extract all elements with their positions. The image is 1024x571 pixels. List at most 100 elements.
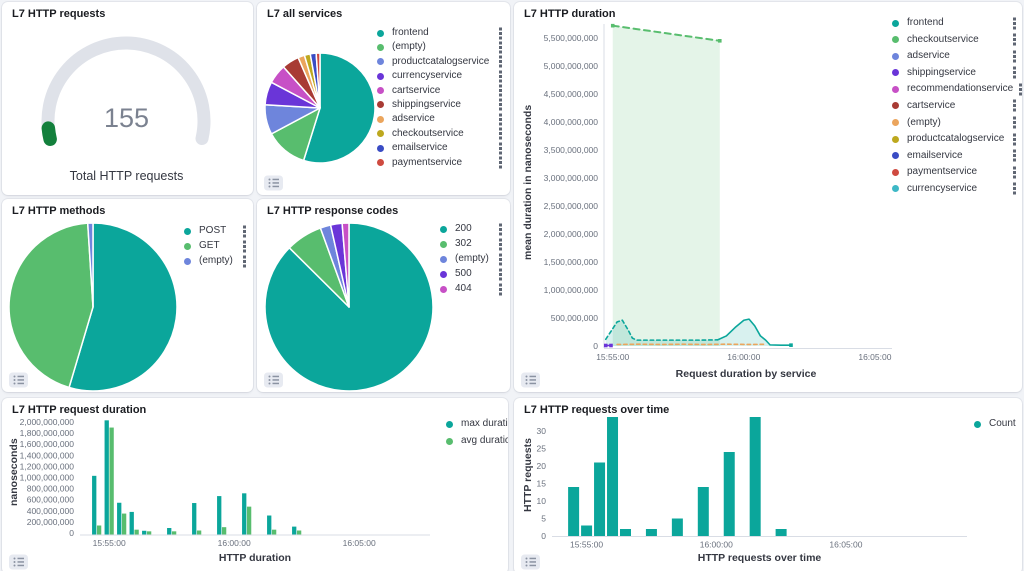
legend-label[interactable]: max duration — [461, 418, 508, 429]
legend-more-button[interactable] — [1007, 33, 1018, 46]
legend-label[interactable]: adservice — [392, 113, 435, 125]
legend-label[interactable]: currencyservice — [392, 70, 463, 82]
legend-more-button[interactable] — [1007, 182, 1018, 195]
response-codes-pie-chart[interactable] — [257, 199, 510, 392]
bar-avg duration[interactable] — [171, 531, 177, 535]
legend-label[interactable]: 302 — [455, 238, 472, 249]
legend-toggle-button[interactable] — [521, 554, 541, 570]
legend-toggle-button[interactable] — [264, 372, 284, 388]
legend-label[interactable]: productcatalogservice — [392, 55, 490, 67]
legend-item[interactable]: productcatalogservice — [377, 55, 504, 68]
legend-more-button[interactable] — [493, 156, 504, 169]
legend-item[interactable]: adservice — [892, 50, 1018, 63]
bar-Count[interactable] — [594, 462, 606, 537]
bar-Count[interactable] — [723, 452, 735, 536]
bar-avg duration[interactable] — [121, 513, 127, 535]
legend-item[interactable]: recommendationservice — [892, 83, 1022, 96]
legend-more-button[interactable] — [1007, 133, 1018, 146]
bar-Count[interactable] — [581, 525, 593, 537]
bar-avg duration[interactable] — [196, 530, 202, 535]
legend-item[interactable]: productcatalogservice — [892, 133, 1018, 146]
pie-slice-POST[interactable] — [68, 222, 178, 392]
legend-more-button[interactable] — [1007, 166, 1018, 179]
legend-label[interactable]: Count — [989, 418, 1016, 429]
bar-Count[interactable] — [697, 487, 709, 536]
legend-item[interactable]: (empty) — [377, 41, 504, 54]
legend-item[interactable]: frontend — [377, 27, 504, 39]
bar-Count[interactable] — [749, 417, 761, 536]
legend-item[interactable]: adservice — [377, 113, 504, 126]
bar-avg duration[interactable] — [246, 506, 252, 535]
bar-Count[interactable] — [645, 529, 657, 536]
legend-item[interactable]: (empty) — [440, 253, 504, 265]
bar-avg duration[interactable] — [296, 530, 302, 535]
legend-label[interactable]: avg duration — [461, 435, 508, 446]
legend-label[interactable]: checkoutservice — [392, 127, 464, 139]
legend-more-button[interactable] — [237, 240, 248, 253]
bar-Count[interactable] — [775, 529, 787, 536]
pie-slice-(empty)[interactable] — [86, 222, 94, 308]
legend-label[interactable]: emailservice — [907, 149, 963, 161]
pie-slice-frontend[interactable] — [302, 52, 376, 164]
legend-more-button[interactable] — [493, 283, 504, 296]
legend-label[interactable]: (empty) — [455, 253, 489, 264]
legend-label[interactable]: (empty) — [392, 41, 426, 53]
legend-label[interactable]: paymentservice — [392, 156, 463, 168]
legend-more-button[interactable] — [493, 127, 504, 140]
legend-toggle-button[interactable] — [9, 554, 29, 570]
legend-label[interactable]: adservice — [907, 50, 950, 62]
bar-max duration[interactable] — [167, 528, 172, 535]
bar-max duration[interactable] — [292, 526, 297, 535]
legend-more-button[interactable] — [1007, 50, 1018, 63]
bar-max duration[interactable] — [92, 475, 97, 535]
requests-over-time-bar-chart[interactable]: 0 5 10 15 20 25 30 15:55:00 16:00:00 16:05:00 — [514, 398, 1022, 571]
legend-item[interactable]: emailservice — [377, 142, 504, 155]
bar-max duration[interactable] — [129, 511, 134, 535]
legend-more-button[interactable] — [237, 225, 248, 238]
legend-item[interactable]: (empty) — [892, 116, 1018, 129]
legend-toggle-button[interactable] — [9, 372, 29, 388]
legend-item[interactable]: emailservice — [892, 149, 1018, 162]
request-duration-bar-chart[interactable]: 0200,000,000400,000,000600,000,000800,00… — [2, 398, 508, 571]
legend-item[interactable]: checkoutservice — [377, 127, 504, 140]
legend-label[interactable]: (empty) — [199, 255, 233, 266]
legend-label[interactable]: frontend — [392, 27, 429, 38]
legend-item[interactable]: GET — [184, 240, 248, 253]
legend-toggle-button[interactable] — [264, 175, 284, 191]
legend-more-button[interactable] — [237, 255, 248, 268]
legend-label[interactable]: shippingservice — [392, 98, 461, 110]
legend-item[interactable]: shippingservice — [377, 98, 504, 111]
legend-more-button[interactable] — [493, 113, 504, 126]
legend-item[interactable]: paymentservice — [377, 156, 504, 169]
pie-slice-404[interactable] — [341, 222, 350, 308]
bar-max duration[interactable] — [192, 503, 197, 535]
bar-max duration[interactable] — [242, 493, 247, 535]
bar-avg duration[interactable] — [134, 529, 139, 535]
legend-label[interactable]: 404 — [455, 283, 472, 294]
legend-item[interactable]: max duration — [446, 419, 508, 429]
legend-item[interactable]: 404 — [440, 283, 504, 296]
legend-label[interactable]: shippingservice — [907, 66, 976, 78]
legend-label[interactable]: cartservice — [392, 84, 441, 96]
legend-more-button[interactable] — [493, 55, 504, 68]
legend-more-button[interactable] — [1007, 66, 1018, 79]
legend-label[interactable]: paymentservice — [907, 166, 978, 178]
legend-label[interactable]: frontend — [907, 17, 944, 28]
services-pie-chart[interactable] — [257, 2, 510, 195]
legend-item[interactable]: currencyservice — [892, 182, 1018, 195]
legend-label[interactable]: productcatalogservice — [907, 133, 1005, 145]
legend-item[interactable]: 302 — [440, 238, 504, 250]
legend-label[interactable]: POST — [199, 225, 227, 236]
bar-Count[interactable] — [671, 518, 683, 537]
legend-more-button[interactable] — [493, 98, 504, 111]
legend-more-button[interactable] — [493, 223, 504, 236]
legend-more-button[interactable] — [1007, 99, 1018, 112]
bar-avg duration[interactable] — [271, 529, 277, 535]
legend-label[interactable]: cartservice — [907, 99, 956, 111]
legend-item[interactable]: currencyservice — [377, 70, 504, 83]
legend-item[interactable]: POST — [184, 225, 248, 238]
legend-label[interactable]: checkoutservice — [907, 33, 979, 45]
bar-max duration[interactable] — [117, 502, 122, 535]
legend-label[interactable]: (empty) — [907, 116, 941, 128]
bar-max duration[interactable] — [142, 530, 147, 535]
